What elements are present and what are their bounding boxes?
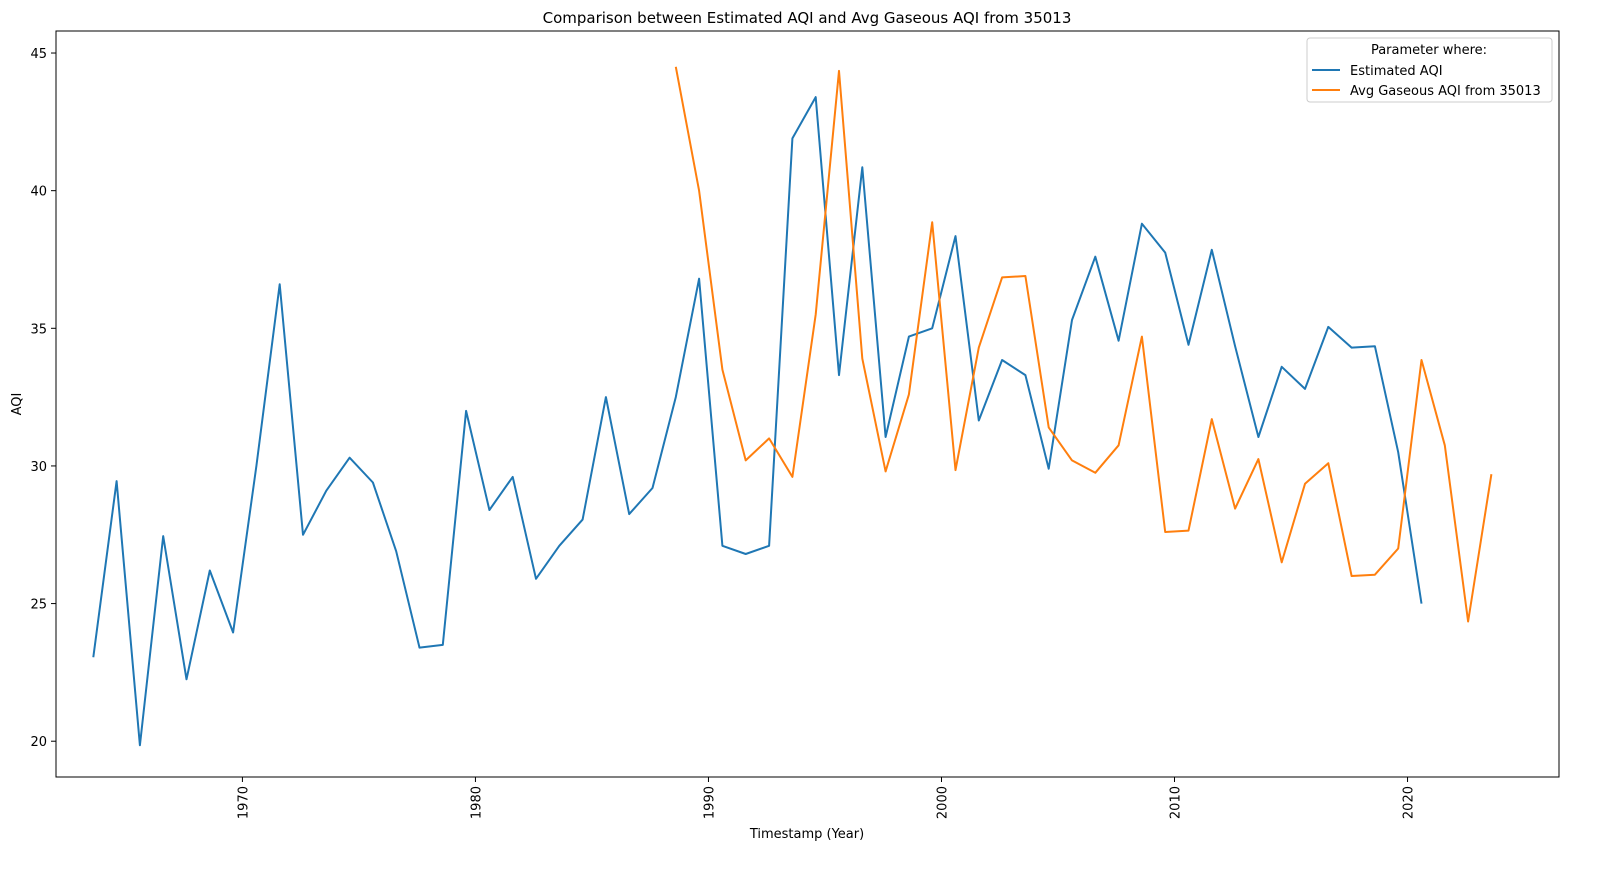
x-axis: 1970 1980 1990 2000 2010 2020 [236,777,1417,819]
chart-title: Comparison between Estimated AQI and Avg… [543,9,1072,27]
legend-label-estimated-aqi: Estimated AQI [1350,64,1443,79]
legend-title: Parameter where: [1371,43,1487,58]
legend: Parameter where: Estimated AQI Avg Gaseo… [1306,37,1553,103]
series-line-avg-gaseous-aqi-from-35013 [674,66,1493,623]
plot-lines [92,66,1493,747]
y-tick-label: 35 [30,322,47,337]
x-tick-label: 2010 [1169,786,1184,819]
series-line-estimated-aqi [92,96,1423,747]
y-axis: 20 25 30 35 40 45 [30,47,56,750]
x-axis-label: Timestamp (Year) [749,827,864,842]
y-tick-label: 40 [30,185,47,200]
x-tick-label: 1970 [236,786,251,819]
y-tick-label: 25 [30,598,47,613]
plot-frame [55,30,1560,778]
y-tick-label: 20 [30,735,47,750]
y-tick-label: 45 [30,47,47,62]
x-tick-label: 1990 [702,786,717,819]
legend-box [1306,37,1553,103]
y-tick-label: 30 [30,460,47,475]
x-tick-label: 2000 [935,786,950,819]
x-tick-label: 2020 [1402,786,1417,819]
y-axis-label: AQI [10,393,25,416]
legend-label-avg-gaseous-aqi: Avg Gaseous AQI from 35013 [1350,84,1541,99]
x-tick-label: 1980 [469,786,484,819]
